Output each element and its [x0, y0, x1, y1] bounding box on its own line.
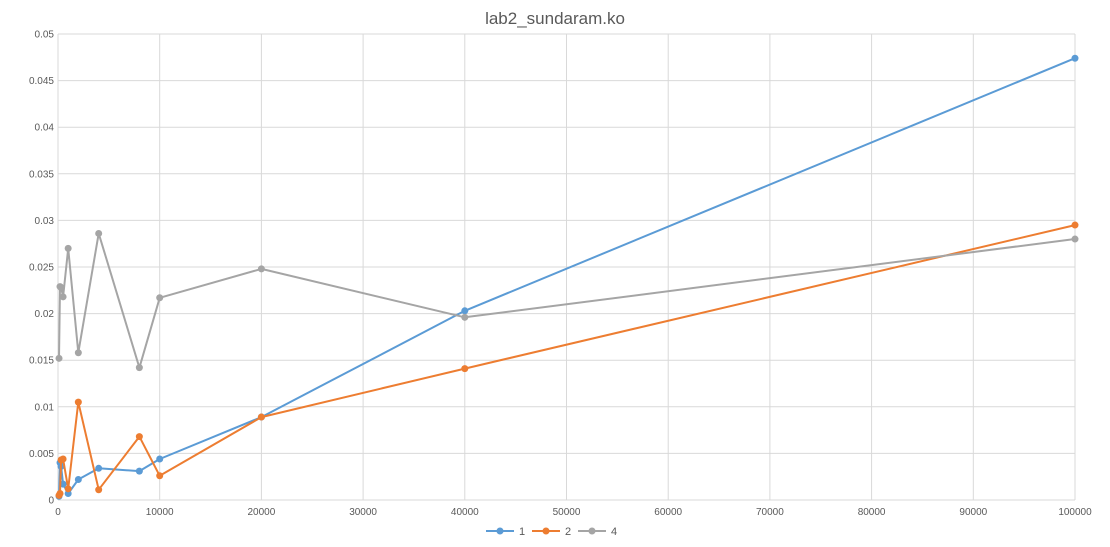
data-point	[59, 293, 67, 301]
data-point	[1071, 221, 1079, 229]
data-point	[57, 284, 65, 292]
data-point	[74, 349, 82, 357]
y-tick-label: 0.02	[35, 309, 55, 320]
data-point	[95, 486, 103, 494]
series-2	[55, 221, 1079, 499]
x-tick-label: 60000	[654, 507, 682, 518]
x-tick-label: 50000	[553, 507, 581, 518]
data-point	[56, 489, 64, 497]
x-tick-label: 70000	[756, 507, 784, 518]
legend-marker	[588, 527, 596, 535]
axis-tick-labels: 0 0.005 0.01 0.015 0.02 0.025 0.03 0.035 0.04 0.0…	[29, 30, 1092, 519]
y-tick-label: 0.035	[29, 169, 54, 180]
data-point	[135, 364, 143, 372]
data-point	[64, 244, 72, 252]
data-point	[64, 485, 72, 493]
x-tick-label: 0	[55, 507, 61, 518]
data-point	[95, 464, 103, 472]
data-point	[1071, 54, 1079, 62]
data-point	[156, 472, 164, 480]
x-tick-label: 20000	[247, 507, 275, 518]
legend-label: 4	[611, 526, 617, 538]
data-point	[461, 307, 469, 315]
legend: 1 2 4	[486, 526, 617, 538]
series-4	[55, 229, 1079, 372]
y-tick-label: 0.01	[35, 402, 55, 413]
data-point	[257, 265, 265, 273]
data-point	[95, 229, 103, 237]
x-tick-label: 90000	[959, 507, 987, 518]
y-tick-label: 0.015	[29, 356, 54, 367]
x-tick-label: 100000	[1058, 507, 1092, 518]
series-layer	[55, 54, 1079, 500]
data-point	[461, 313, 469, 321]
x-tick-label: 80000	[858, 507, 886, 518]
data-point	[156, 294, 164, 302]
legend-item-2: 2	[532, 526, 571, 538]
y-tick-label: 0.05	[35, 30, 55, 41]
y-tick-label: 0	[48, 496, 54, 507]
legend-item-4: 4	[578, 526, 617, 538]
data-point	[74, 475, 82, 483]
y-tick-label: 0.03	[35, 216, 55, 227]
x-tick-label: 40000	[451, 507, 479, 518]
legend-marker	[496, 527, 504, 535]
legend-marker	[542, 527, 550, 535]
legend-label: 2	[565, 526, 571, 538]
series-1	[55, 54, 1079, 500]
gridlines	[57, 33, 1076, 501]
legend-item-1: 1	[486, 526, 525, 538]
y-tick-label: 0.005	[29, 449, 54, 460]
y-tick-label: 0.045	[29, 76, 54, 87]
data-point	[257, 413, 265, 421]
data-point	[135, 433, 143, 441]
x-tick-label: 30000	[349, 507, 377, 518]
x-tick-label: 10000	[146, 507, 174, 518]
data-point	[135, 467, 143, 475]
data-point	[59, 455, 67, 463]
data-point	[74, 398, 82, 406]
chart-title: lab2_sundaram.ko	[485, 9, 625, 28]
series-line-2	[58, 224, 1076, 496]
data-point	[461, 365, 469, 373]
legend-label: 1	[519, 526, 525, 538]
data-point	[156, 455, 164, 463]
y-tick-label: 0.025	[29, 263, 54, 274]
y-tick-label: 0.04	[35, 123, 55, 134]
data-point	[55, 354, 63, 362]
data-point	[1071, 235, 1079, 243]
